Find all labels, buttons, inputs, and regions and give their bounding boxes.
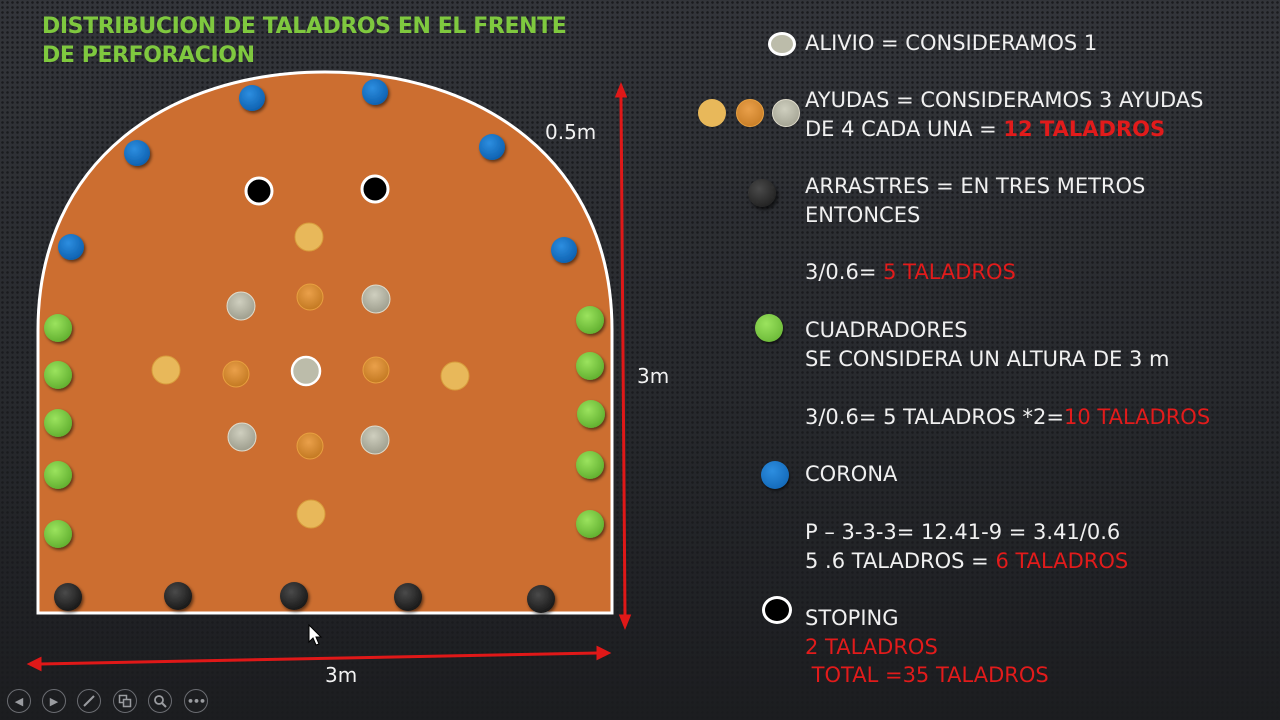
ayuda-holes-yellow bbox=[151, 222, 470, 529]
next-slide-button[interactable]: ▶ bbox=[42, 689, 66, 713]
ayudas-line2: DE 4 CADA UNA = 12 TALADROS bbox=[805, 115, 1165, 144]
slides-view-button[interactable] bbox=[113, 689, 137, 713]
total-taladros: TOTAL =35 TALADROS bbox=[805, 663, 1049, 687]
cuadrador-legend-icon bbox=[755, 314, 783, 342]
cuadradores-result: 10 TALADROS bbox=[1064, 405, 1211, 429]
width-label: 3m bbox=[325, 663, 358, 687]
arrastre-legend-icon bbox=[748, 179, 776, 207]
corona-calc2-prefix: 5 .6 TALADROS = bbox=[805, 549, 996, 573]
pen-button[interactable] bbox=[77, 689, 101, 713]
cuadradores-line2: SE CONSIDERA UN ALTURA DE 3 m bbox=[805, 347, 1170, 371]
ayuda-yellow-legend-icon bbox=[698, 99, 726, 127]
stoping-line2: 2 TALADROS bbox=[805, 635, 938, 659]
corona-legend-icon bbox=[761, 461, 789, 489]
arrastre-holes bbox=[54, 582, 555, 613]
cuadradores-calc: 3/0.6= 5 TALADROS *2=10 TALADROS bbox=[805, 403, 1210, 432]
height-arrow bbox=[614, 81, 632, 631]
ayudas-line1: AYUDAS = CONSIDERAMOS 3 AYUDAS bbox=[805, 88, 1204, 112]
alivio-hole bbox=[290, 355, 322, 387]
cuadradores-calc-prefix: 3/0.6= 5 TALADROS *2= bbox=[805, 405, 1065, 429]
corona-line1: CORONA bbox=[805, 462, 898, 486]
pen-icon bbox=[83, 695, 95, 707]
alivio-text: ALIVIO = CONSIDERAMOS 1 bbox=[805, 31, 1098, 55]
corona-calc1: P – 3-3-3= 12.41-9 = 3.41/0.6 bbox=[805, 520, 1121, 544]
arch-height-label: 0.5m bbox=[545, 120, 597, 144]
slides-icon bbox=[118, 694, 132, 708]
corona-holes bbox=[58, 79, 577, 263]
wall-height-label: 3m bbox=[637, 364, 670, 388]
arrastres-calc-prefix: 3/0.6= bbox=[805, 260, 884, 284]
ayuda-orange-legend-icon bbox=[736, 99, 764, 127]
corona-result: 6 TALADROS bbox=[995, 549, 1129, 573]
ellipsis-icon: ••• bbox=[186, 694, 206, 708]
ayuda-holes-grey bbox=[226, 284, 391, 455]
arrow-left-icon: ◀ bbox=[14, 694, 24, 708]
stoping-legend-icon bbox=[762, 596, 792, 624]
arrow-right-icon: ▶ bbox=[49, 694, 59, 708]
slide-title: DISTRIBUCION DE TALADROS EN EL FRENTE DE… bbox=[42, 14, 567, 68]
arrastres-result: 5 TALADROS bbox=[883, 260, 1016, 284]
magnifier-icon bbox=[154, 695, 167, 708]
stoping-holes bbox=[244, 174, 390, 206]
alivio-legend-icon bbox=[768, 32, 796, 56]
mouse-cursor bbox=[308, 623, 323, 646]
cuadrador-holes bbox=[44, 306, 605, 548]
ayudas-result: 12 TALADROS bbox=[1003, 117, 1166, 141]
more-options-button[interactable]: ••• bbox=[184, 689, 208, 713]
ayuda-holes-orange bbox=[222, 283, 390, 460]
zoom-button[interactable] bbox=[148, 689, 172, 713]
width-arrow bbox=[26, 645, 612, 672]
arrastres-calc: 3/0.6= 5 TALADROS bbox=[805, 258, 1016, 287]
stoping-line1: STOPING bbox=[805, 606, 899, 630]
cuadradores-line1: CUADRADORES bbox=[805, 318, 968, 342]
previous-slide-button[interactable]: ◀ bbox=[7, 689, 31, 713]
arrastres-line1: ARRASTRES = EN TRES METROS bbox=[805, 174, 1146, 198]
ayuda-grey-legend-icon bbox=[772, 99, 800, 127]
tunnel-face bbox=[36, 70, 614, 615]
corona-calc2: 5 .6 TALADROS = 6 TALADROS bbox=[805, 547, 1128, 576]
arrastres-line2: ENTONCES bbox=[805, 203, 921, 227]
ayudas-line2-prefix: DE 4 CADA UNA = bbox=[805, 117, 1004, 141]
